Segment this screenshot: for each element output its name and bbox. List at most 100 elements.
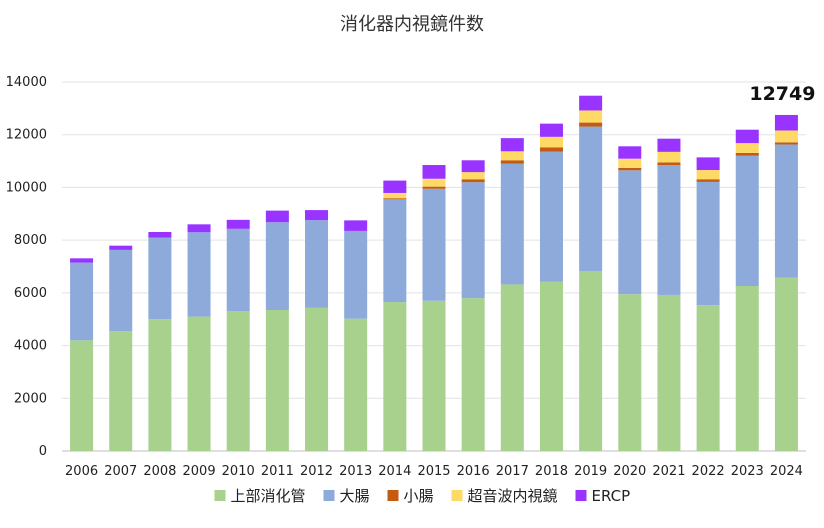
chart-title: 消化器内視鏡件数 (340, 14, 484, 35)
y-tick-label: 10000 (6, 180, 47, 195)
legend: 上部消化管 大腸 小腸 超音波内視鏡 ERCP (214, 487, 631, 505)
bar-segment (500, 284, 524, 451)
bar-segment (70, 340, 94, 451)
bar-segment (344, 318, 368, 451)
legend-swatch (451, 490, 463, 501)
bar-segment (148, 231, 172, 238)
bar-segment (500, 151, 524, 161)
bar-segment (657, 151, 681, 163)
bar-segment (422, 178, 446, 187)
bar-segment (579, 110, 603, 123)
legend-label: 上部消化管 (231, 487, 306, 505)
bar-segment (696, 181, 720, 306)
bar-segment (696, 179, 720, 182)
bar-segment (383, 199, 407, 303)
bar-segment (305, 220, 329, 308)
x-tick-label: 2007 (104, 464, 137, 479)
y-tick-label: 4000 (14, 339, 47, 354)
x-tick-label: 2016 (457, 464, 490, 479)
bar-segment (539, 281, 563, 451)
bar-segment (774, 277, 798, 451)
bar-segment (422, 186, 446, 189)
bar-segment (579, 95, 603, 111)
x-tick-label: 2009 (183, 464, 216, 479)
bar-segment (657, 165, 681, 295)
legend-swatch (214, 490, 226, 501)
bar-segment (539, 151, 563, 282)
legend-label: 超音波内視鏡 (468, 487, 558, 505)
y-tick-label: 0 (39, 444, 47, 459)
bar-segment (70, 258, 94, 263)
y-tick-label: 2000 (14, 391, 47, 406)
bar-segment (187, 232, 211, 317)
bar-segment (774, 114, 798, 131)
bar-segment (500, 138, 524, 152)
x-tick-label: 2015 (417, 464, 450, 479)
bar-segment (696, 157, 720, 171)
bar-segment (344, 220, 368, 231)
bar-segment (148, 237, 172, 320)
y-tick-label: 8000 (14, 233, 47, 248)
bar-segment (539, 136, 563, 148)
bar-segment (657, 162, 681, 166)
bar-segment (461, 182, 485, 299)
y-tick-label: 6000 (14, 286, 47, 301)
y-tick-label: 12000 (6, 128, 47, 143)
bar-segment (735, 143, 759, 153)
x-tick-label: 2008 (143, 464, 176, 479)
bar-segment (383, 192, 407, 199)
x-tick-label: 2023 (731, 464, 764, 479)
bar-segment (422, 300, 446, 451)
legend-label: ERCP (592, 487, 631, 505)
bar-segment (735, 286, 759, 451)
bar-segment (265, 309, 289, 451)
legend-swatch (575, 490, 587, 501)
bar-segment (735, 155, 759, 287)
bar-segment (265, 210, 289, 223)
bar-segment (305, 210, 329, 221)
bar-segment (774, 142, 798, 145)
x-tick-label: 2018 (535, 464, 568, 479)
bars (70, 95, 798, 451)
bar-segment (187, 224, 211, 233)
legend-swatch (323, 490, 335, 501)
bar-segment (187, 316, 211, 451)
bar-segment (226, 228, 250, 312)
y-axis-ticks: 0 2000 4000 6000 8000 10000 12000 14000 (6, 75, 47, 459)
legend-label: 小腸 (404, 487, 434, 505)
bar-segment (109, 331, 133, 451)
x-tick-label: 2024 (770, 464, 803, 479)
bar-segment (383, 302, 407, 451)
bar-segment (109, 249, 133, 332)
bar-segment (461, 160, 485, 173)
bar-segment (618, 294, 642, 451)
bar-segment (735, 129, 759, 144)
bar-segment (422, 165, 446, 179)
x-axis-ticks: 2006 2007 2008 2009 2010 2011 2012 2013 2014 2015… (65, 464, 803, 479)
bar-segment (774, 144, 798, 278)
bar-segment (500, 163, 524, 285)
annotations: 12749 (749, 83, 815, 105)
total-annotation: 12749 (749, 83, 815, 105)
bar-segment (344, 230, 368, 319)
bar-segment (618, 146, 642, 159)
bar-segment (579, 270, 603, 451)
bar-segment (735, 152, 759, 156)
bar-segment (657, 294, 681, 451)
bar-segment (226, 311, 250, 451)
bar-segment (461, 172, 485, 180)
bar-segment (657, 138, 681, 152)
bar-segment (305, 307, 329, 451)
legend-swatch (387, 490, 399, 501)
bar-segment (539, 147, 563, 152)
bar-segment (461, 298, 485, 451)
bar-segment (696, 170, 720, 180)
x-tick-label: 2013 (339, 464, 372, 479)
bar-segment (422, 188, 446, 301)
x-tick-label: 2017 (496, 464, 529, 479)
x-tick-label: 2012 (300, 464, 333, 479)
bar-segment (226, 219, 250, 229)
bar-segment (265, 222, 289, 310)
